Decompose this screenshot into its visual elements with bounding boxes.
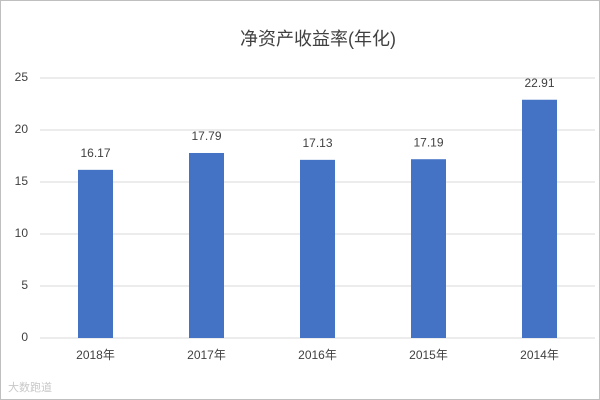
y-tick-label: 5 bbox=[21, 278, 28, 292]
bar bbox=[189, 152, 224, 338]
bar bbox=[300, 159, 335, 338]
x-tick-label: 2018年 bbox=[76, 348, 115, 362]
y-tick-label: 15 bbox=[15, 174, 29, 188]
data-label: 22.91 bbox=[524, 76, 554, 90]
bar bbox=[411, 159, 446, 338]
x-tick-label: 2017年 bbox=[187, 348, 226, 362]
y-tick-label: 25 bbox=[15, 70, 29, 84]
data-label: 17.79 bbox=[191, 129, 221, 143]
bar bbox=[522, 99, 557, 339]
data-label: 16.17 bbox=[80, 146, 110, 160]
y-tick-label: 10 bbox=[15, 226, 29, 240]
chart-title: 净资产收益率(年化) bbox=[240, 29, 396, 49]
x-tick-label: 2015年 bbox=[409, 348, 448, 362]
data-label: 17.13 bbox=[302, 136, 332, 150]
y-tick-label: 0 bbox=[21, 330, 28, 344]
x-tick-label: 2014年 bbox=[520, 348, 559, 362]
watermark: 大数跑道 bbox=[8, 380, 52, 394]
x-tick-label: 2016年 bbox=[298, 348, 337, 362]
y-tick-label: 20 bbox=[15, 122, 29, 136]
data-label: 17.19 bbox=[413, 135, 443, 149]
bar bbox=[78, 169, 113, 338]
